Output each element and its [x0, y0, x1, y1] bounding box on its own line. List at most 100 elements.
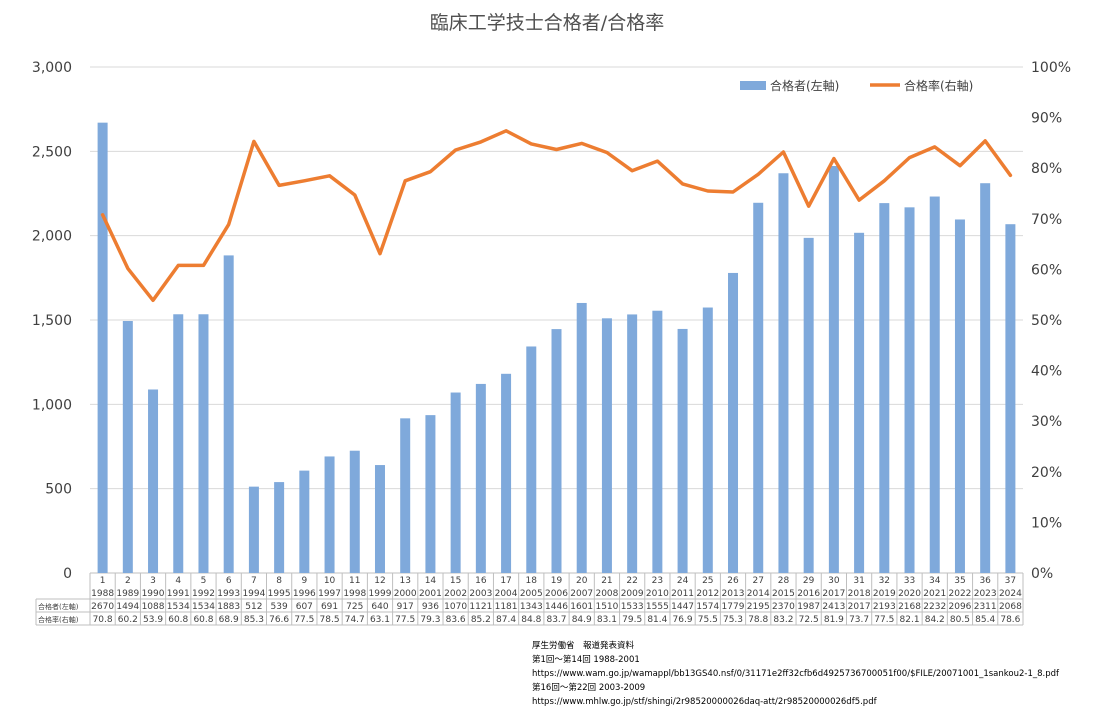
right-tick-label: 90%	[1031, 111, 1062, 127]
source-link[interactable]: https://www.mhlw.go.jp/stf/shingi/2r9852…	[532, 697, 877, 707]
right-tick-label: 50%	[1031, 313, 1062, 329]
kai-label: 33	[904, 576, 915, 586]
year-label: 2005	[520, 589, 543, 599]
kai-label: 17	[500, 576, 511, 586]
passers-value: 2370	[772, 602, 795, 612]
year-label: 1999	[369, 589, 392, 599]
year-label: 1995	[268, 589, 291, 599]
pass-rate-value: 73.7	[849, 615, 869, 625]
pass-rate-value: 60.8	[168, 615, 188, 625]
year-label: 2007	[570, 589, 593, 599]
year-label: 2006	[545, 589, 568, 599]
source-link[interactable]: https://www.wam.go.jp/wamappl/bb13GS40.n…	[532, 669, 1060, 679]
bar	[148, 389, 159, 573]
kai-label: 31	[853, 576, 864, 586]
data-table: 合格者(左軸)合格率(右軸)11988267070.821989149460.2…	[35, 573, 1024, 626]
passers-value: 1510	[595, 602, 618, 612]
kai-label: 25	[702, 576, 713, 586]
kai-label: 10	[324, 576, 336, 586]
year-label: 1989	[116, 589, 139, 599]
source-line: 第1回～第14回 1988-2001	[532, 655, 640, 665]
year-label: 2015	[772, 589, 795, 599]
year-label: 2021	[923, 589, 946, 599]
passers-value: 936	[422, 602, 439, 612]
year-label: 1991	[167, 589, 190, 599]
source-line: 第16回～第22回 2003-2009	[532, 683, 646, 693]
kai-label: 28	[778, 576, 790, 586]
kai-label: 7	[251, 576, 257, 586]
pass-rate-value: 53.9	[143, 615, 163, 625]
kai-label: 30	[828, 576, 840, 586]
passers-value: 1181	[495, 602, 518, 612]
year-label: 2002	[444, 589, 467, 599]
year-label: 1998	[343, 589, 366, 599]
right-tick-label: 70%	[1031, 212, 1062, 228]
legend-bar-swatch	[740, 81, 766, 90]
pass-rate-value: 78.6	[1000, 615, 1020, 625]
pass-rate-value: 81.4	[647, 615, 667, 625]
left-axis: 0 500 1,000 1,500 2,000 2,500 3,000	[32, 60, 72, 582]
passers-value: 1883	[217, 602, 240, 612]
pass-rate-value: 83.7	[546, 615, 566, 625]
year-label: 2012	[696, 589, 719, 599]
bar	[702, 307, 713, 573]
year-label: 2014	[747, 589, 770, 599]
pass-rate-value: 79.3	[420, 615, 440, 625]
passers-value: 1446	[545, 602, 568, 612]
bar	[677, 328, 688, 573]
bar	[299, 470, 310, 573]
year-label: 2009	[621, 589, 644, 599]
pass-rate-value: 70.8	[93, 615, 113, 625]
passers-value: 1533	[621, 602, 644, 612]
year-label: 2024	[999, 589, 1022, 599]
pass-rate-value: 81.9	[824, 615, 844, 625]
chart-title: 臨床工学技士合格者/合格率	[430, 12, 664, 34]
bar	[223, 255, 234, 573]
passers-value: 1779	[722, 602, 745, 612]
right-tick-label: 40%	[1031, 364, 1062, 380]
pass-rate-value: 79.5	[622, 615, 642, 625]
pass-rate-value: 80.5	[950, 615, 970, 625]
bar	[274, 482, 285, 573]
year-label: 1996	[293, 589, 316, 599]
passers-value: 1070	[444, 602, 467, 612]
kai-label: 26	[727, 576, 739, 586]
kai-label: 1	[100, 576, 106, 586]
bar	[576, 302, 587, 573]
pass-rate-value: 84.9	[572, 615, 592, 625]
pass-rate-value: 77.5	[874, 615, 894, 625]
bar	[173, 314, 184, 573]
passers-value: 2670	[91, 602, 114, 612]
bar	[879, 203, 890, 573]
bar	[324, 456, 335, 573]
bar	[450, 392, 461, 573]
year-label: 2018	[848, 589, 871, 599]
bar	[374, 465, 385, 573]
table-row-label: 合格率(右軸)	[38, 615, 79, 624]
kai-label: 15	[450, 576, 461, 586]
bar	[854, 232, 865, 574]
left-tick-label: 1,500	[32, 313, 72, 329]
pass-rate-value: 75.3	[723, 615, 743, 625]
kai-label: 22	[626, 576, 637, 586]
passers-value: 512	[245, 602, 262, 612]
right-tick-label: 0%	[1031, 566, 1053, 582]
kai-label: 13	[399, 576, 410, 586]
right-tick-label: 30%	[1031, 414, 1062, 430]
passers-value: 2311	[974, 602, 997, 612]
passers-value: 2193	[873, 602, 896, 612]
pass-rate-value: 74.7	[345, 615, 365, 625]
kai-label: 34	[929, 576, 941, 586]
year-label: 2022	[949, 589, 972, 599]
pass-rate-value: 84.8	[521, 615, 541, 625]
passers-value: 1574	[696, 602, 719, 612]
year-label: 2001	[419, 589, 442, 599]
passers-value: 2068	[999, 602, 1022, 612]
bar	[122, 321, 133, 573]
passers-value: 539	[271, 602, 288, 612]
kai-label: 19	[551, 576, 563, 586]
pass-rate-value: 85.3	[244, 615, 264, 625]
passers-value: 1534	[192, 602, 215, 612]
kai-label: 5	[201, 576, 207, 586]
kai-label: 29	[803, 576, 815, 586]
